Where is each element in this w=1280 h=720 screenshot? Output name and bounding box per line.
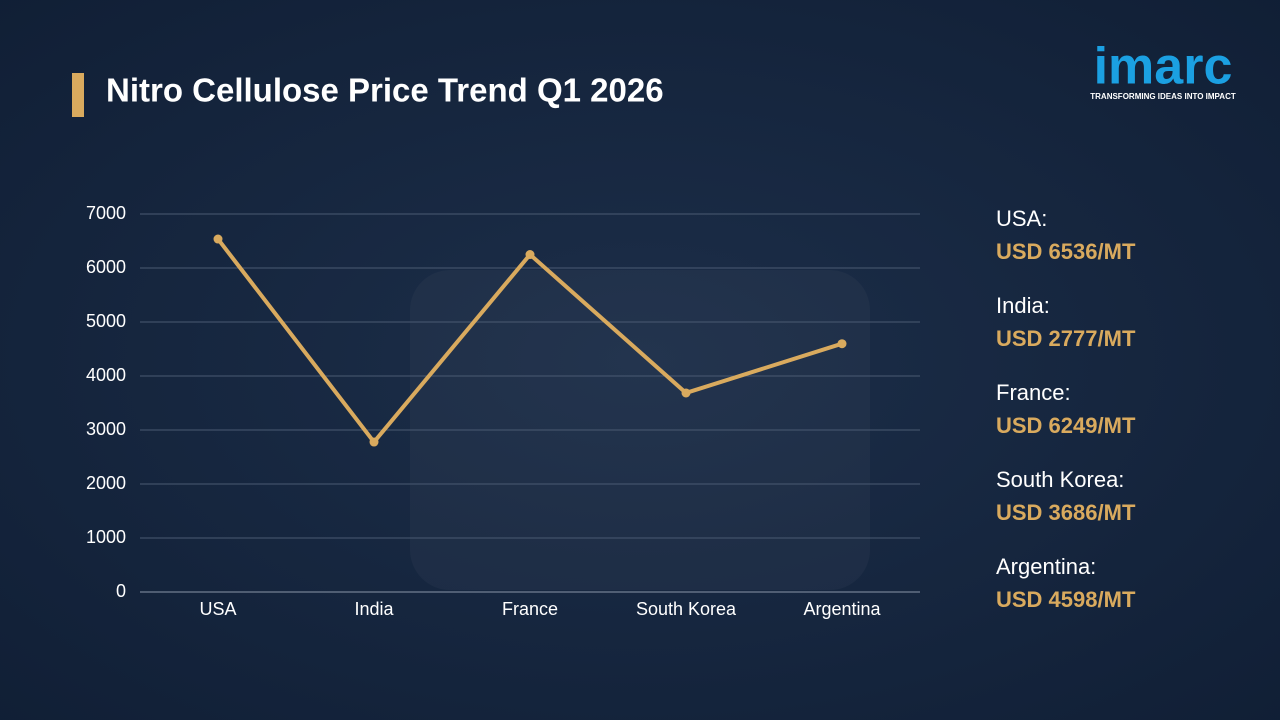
logo-name: imarc	[1094, 38, 1233, 96]
y-tick-label: 5000	[86, 311, 126, 331]
value-label: USD 2777/MT	[996, 326, 1136, 351]
y-tick-label: 6000	[86, 257, 126, 277]
y-tick-label: 1000	[86, 527, 126, 547]
x-tick-label: Argentina	[803, 599, 881, 619]
side-label: France:	[996, 380, 1071, 405]
chart-title: Nitro Cellulose Price Trend Q1 2026	[106, 72, 664, 109]
point	[369, 437, 379, 447]
value-label: USD 3686/MT	[996, 500, 1136, 525]
point	[681, 388, 691, 398]
point	[525, 250, 535, 260]
y-tick-label: 3000	[86, 419, 126, 439]
x-tick-label: USA	[199, 599, 236, 619]
point	[837, 339, 847, 349]
value-label: USD 6249/MT	[996, 413, 1136, 438]
x-tick-label: India	[354, 599, 394, 619]
y-tick-label: 0	[116, 581, 126, 601]
value-label: USD 4598/MT	[996, 587, 1136, 612]
y-tick-label: 2000	[86, 473, 126, 493]
y-tick-label: 7000	[86, 203, 126, 223]
title-accent	[72, 73, 84, 117]
side-label: South Korea:	[996, 467, 1124, 492]
side-label: USA:	[996, 206, 1047, 231]
logo-tagline: TRANSFORMING IDEAS INTO IMPACT	[1090, 92, 1236, 101]
y-tick-label: 4000	[86, 365, 126, 385]
x-tick-label: South Korea	[636, 599, 737, 619]
side-label: India:	[996, 293, 1050, 318]
x-tick-label: France	[502, 599, 558, 619]
side-label: Argentina:	[996, 554, 1096, 579]
value-label: USD 6536/MT	[996, 239, 1136, 264]
point	[213, 234, 223, 244]
